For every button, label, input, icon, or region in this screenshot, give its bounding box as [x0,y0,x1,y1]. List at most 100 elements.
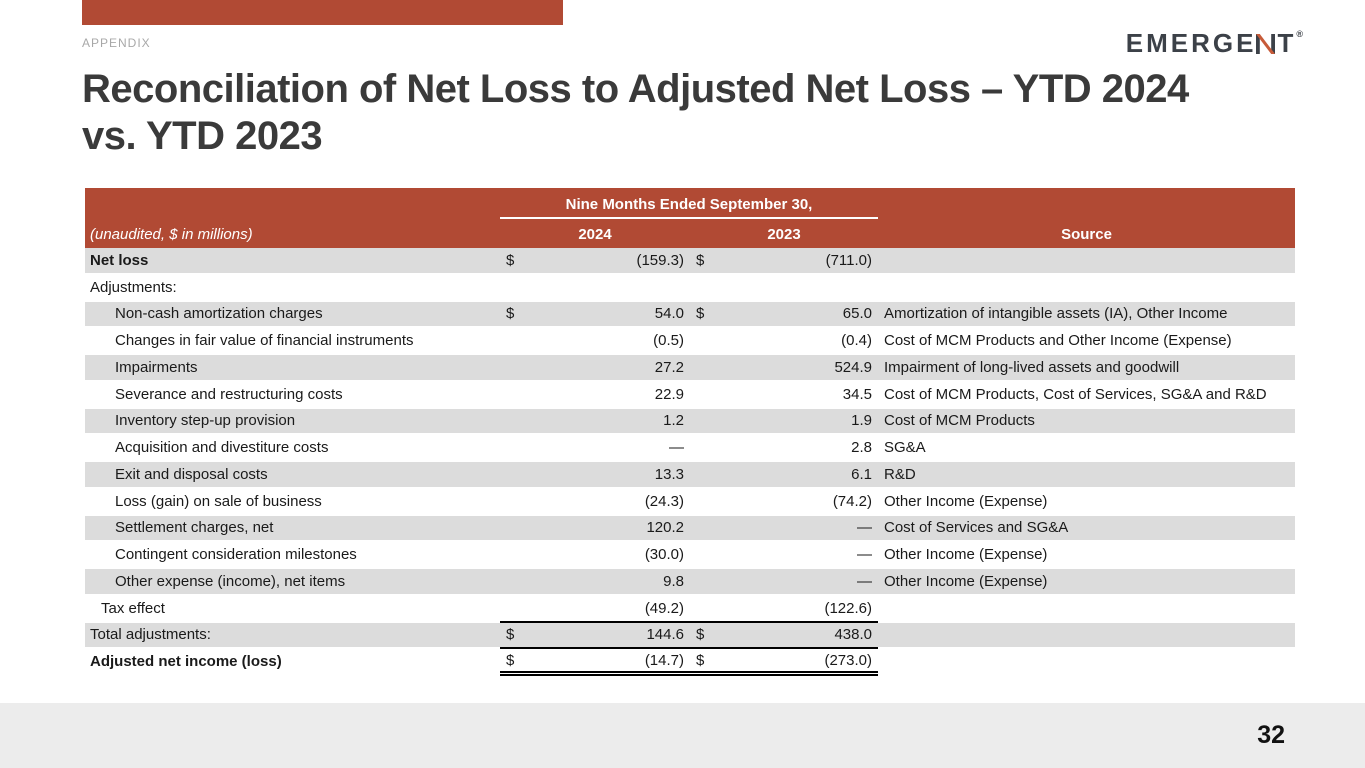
row-source: R&D [878,462,1295,489]
value-2024-cell: — [500,435,690,462]
dollar-sign-2023: $ [696,651,705,669]
value-2024: (14.7) [644,651,684,669]
table-header-span-row: Nine Months Ended September 30, [85,188,1295,220]
row-label-cell: Other expense (income), net items [85,569,500,596]
value-2024-cell: (49.2) [500,595,690,623]
value-2023-cell: — [690,515,878,543]
logo-text-pre: EMERGE [1125,28,1257,58]
table-header: Nine Months Ended September 30, (unaudit… [85,188,1295,248]
row-label: Tax effect [101,599,165,617]
row-label: Total adjustments: [90,626,211,644]
table-row: Total adjustments: $144.6 $438.0 [85,622,1295,650]
value-2023: (711.0) [825,251,872,269]
value-2024-cell: (30.0) [500,542,690,569]
row-source: Other Income (Expense) [878,569,1295,596]
value-2024: (30.0) [644,546,684,564]
value-2024: 22.9 [654,385,684,403]
value-2023-cell: $438.0 [690,622,878,650]
value-2023-cell: 2.8 [690,435,878,462]
dollar-sign-2023: $ [696,251,705,269]
row-source: Amortization of intangible assets (IA), … [878,301,1295,329]
row-label: Impairments [115,358,198,376]
table-header-columns-row: (unaudited, $ in millions) 2024 2023 Sou… [85,220,1295,248]
dollar-sign-2024: $ [506,251,515,269]
value-2024-cell: $54.0 [500,301,690,329]
row-label: Net loss [90,251,149,269]
row-label: Loss (gain) on sale of business [115,492,322,510]
page-title-line2: vs. YTD 2023 [82,114,323,158]
emergent-logo: EMERGE T ® [1126,28,1303,59]
value-2024: (24.3) [644,492,684,510]
value-2023: (0.4) [841,332,872,350]
row-label-cell: Non-cash amortization charges [85,301,500,329]
row-label: Adjustments: [90,278,177,296]
row-label: Contingent consideration milestones [115,546,357,564]
value-2024: 144.6 [646,626,684,644]
row-source [878,595,1295,623]
value-2023-cell: — [690,569,878,596]
value-2024-cell: $ (14.7) [500,649,690,676]
row-label-cell: Total adjustments: [85,622,500,650]
row-label: Adjusted net income (loss) [90,653,282,671]
value-2023: (122.6) [824,599,872,617]
logo-n-icon [1256,33,1276,54]
row-label-cell: Exit and disposal costs [85,462,500,489]
col-header-2024: 2024 [578,225,612,243]
value-2024-cell: 120.2 [500,515,690,543]
value-2024: — [669,439,684,457]
row-label-cell: Severance and restructuring costs [85,381,500,409]
value-2023: 438.0 [834,626,872,644]
value-2024: 54.0 [654,305,684,323]
footer-bar: 32 [0,703,1365,768]
value-2023-cell: (122.6) [690,595,878,623]
row-label: Severance and restructuring costs [115,385,343,403]
page-title-line1: Reconciliation of Net Loss to Adjusted N… [82,67,1189,111]
value-2023-cell: $ (273.0) [690,649,878,676]
table-row: Inventory step-up provision 1.2 1.9 Cost… [85,408,1295,436]
value-2024-cell: (0.5) [500,328,690,355]
row-source [878,274,1295,302]
value-2024: 27.2 [654,358,684,376]
table-row: Acquisition and divestiture costs — 2.8 … [85,435,1295,462]
accent-bar [82,0,563,25]
dollar-sign-2024: $ [506,626,515,644]
value-2023-cell: 6.1 [690,462,878,489]
dollar-sign-2023: $ [696,626,705,644]
row-source [878,622,1295,650]
value-2023: 2.8 [851,439,872,457]
value-2024-cell: $144.6 [500,622,690,650]
value-2024-cell: 13.3 [500,462,690,489]
row-label-cell: Acquisition and divestiture costs [85,435,500,462]
row-source: SG&A [878,435,1295,462]
row-label-cell: Impairments [85,355,500,382]
row-source: Cost of MCM Products and Other Income (E… [878,328,1295,355]
row-source: Other Income (Expense) [878,488,1295,516]
value-2024: (49.2) [644,599,684,617]
row-label-cell: Changes in fair value of financial instr… [85,328,500,355]
value-2023: 524.9 [834,358,872,376]
row-label-cell: Net loss [85,248,500,275]
table-row: Net loss $ (159.3) $ (711.0) [85,248,1295,275]
table-row: Impairments 27.2 524.9 Impairment of lon… [85,355,1295,382]
reconciliation-table: Nine Months Ended September 30, (unaudit… [85,188,1295,676]
value-2023-cell: (74.2) [690,488,878,516]
value-2024-cell [500,274,690,302]
table-row: Other expense (income), net items 9.8 — … [85,569,1295,596]
value-2023-cell: — [690,542,878,569]
row-label-cell: Contingent consideration milestones [85,542,500,569]
logo-trademark: ® [1296,29,1303,39]
value-2023-cell: (0.4) [690,328,878,355]
value-2023: — [857,519,872,537]
value-2024: 1.2 [663,412,684,430]
col-group-header: Nine Months Ended September 30, [565,195,813,213]
row-label: Settlement charges, net [115,519,274,537]
row-label: Changes in fair value of financial instr… [115,332,414,350]
value-2024-cell: 27.2 [500,355,690,382]
value-2023-cell: 524.9 [690,355,878,382]
value-2023: (74.2) [832,492,872,510]
value-2023: — [857,546,872,564]
value-2024: (159.3) [636,251,684,269]
value-2024-cell: 9.8 [500,569,690,596]
value-2023: 34.5 [842,385,872,403]
value-2024-cell: 22.9 [500,381,690,409]
